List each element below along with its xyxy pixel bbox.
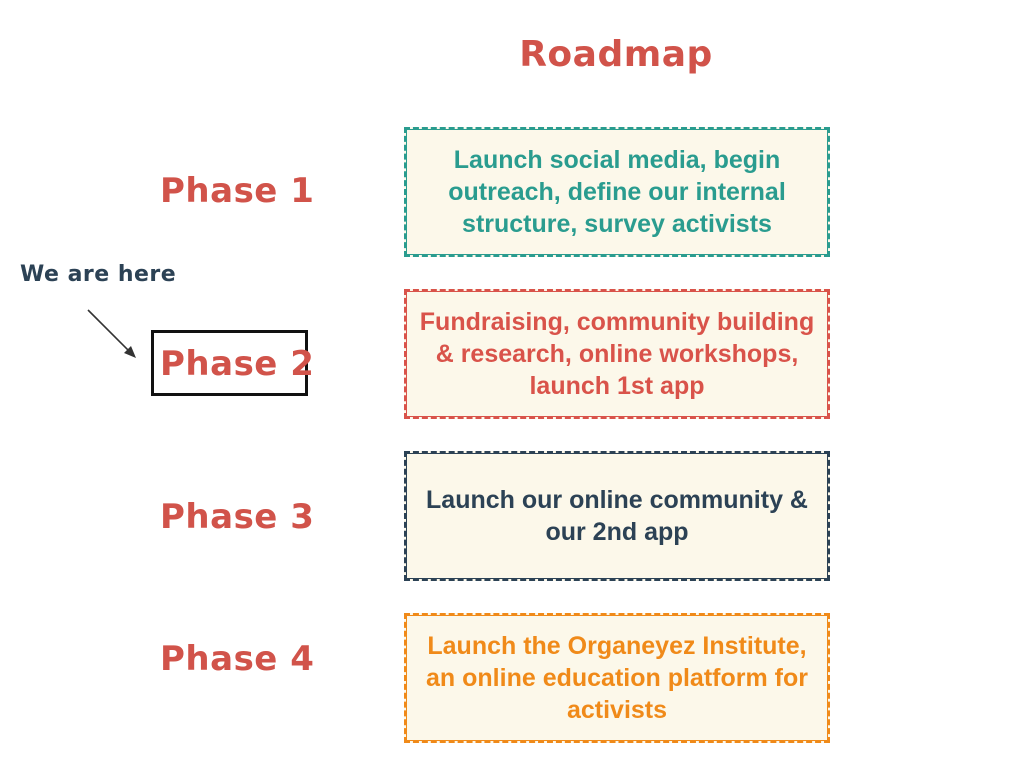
- roadmap-title: Roadmap: [519, 34, 713, 75]
- phase-2-description: Fundraising, community building & resear…: [419, 308, 815, 400]
- phase-1-description: Launch social media, begin outreach, def…: [448, 146, 786, 238]
- current-phase-highlight: [151, 330, 308, 396]
- phase-3-label: Phase 3: [160, 497, 315, 537]
- phase-2-description-box: Fundraising, community building & resear…: [404, 289, 830, 419]
- phase-4-description-box: Launch the Organeyez Institute, an onlin…: [404, 613, 830, 743]
- phase-3-description-box: Launch our online community & our 2nd ap…: [404, 451, 830, 581]
- arrow-icon: [87, 309, 136, 358]
- we-are-here-label: We are here: [20, 262, 177, 287]
- phase-2-label: Phase 2: [160, 344, 315, 384]
- phase-3-description: Launch our online community & our 2nd ap…: [426, 486, 808, 546]
- phase-1-description-box: Launch social media, begin outreach, def…: [404, 127, 830, 257]
- phase-1-label: Phase 1: [160, 171, 315, 211]
- phase-4-label: Phase 4: [160, 639, 315, 679]
- phase-4-description: Launch the Organeyez Institute, an onlin…: [426, 632, 808, 724]
